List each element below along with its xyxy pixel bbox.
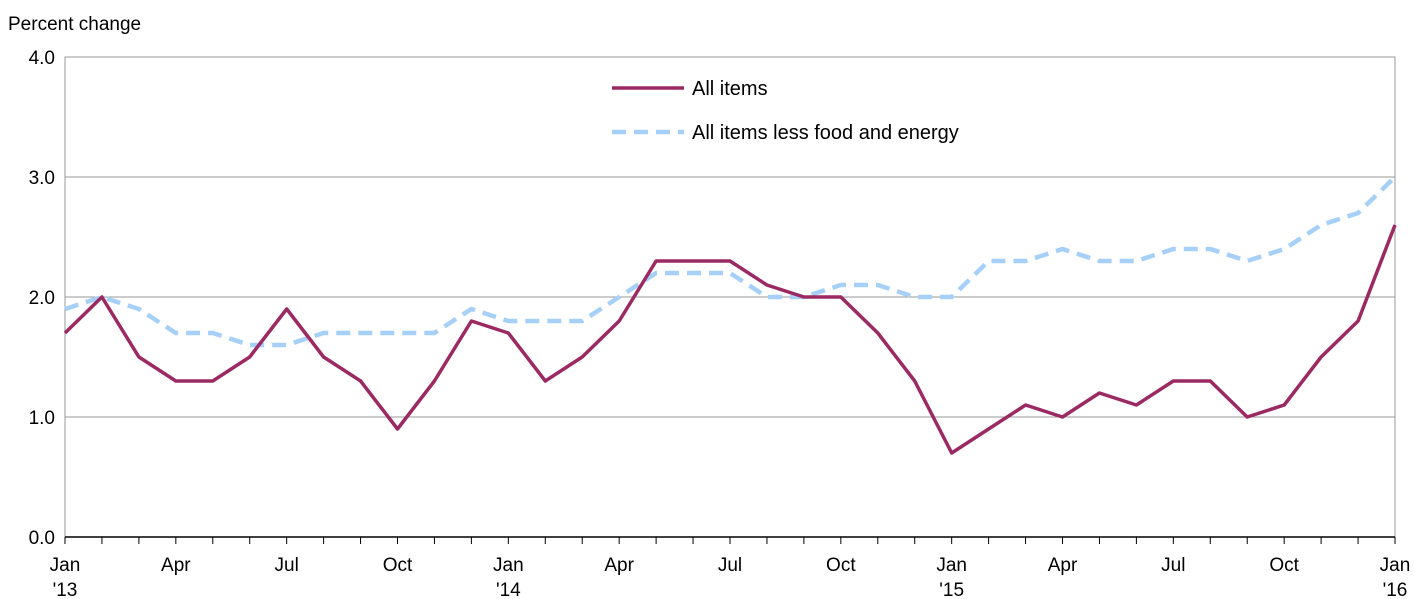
x-tick-label: Jul xyxy=(275,555,299,576)
y-tick-label: 0.0 xyxy=(29,528,55,549)
x-tick-label: Jan xyxy=(936,555,967,576)
x-tick-label: Apr xyxy=(604,555,634,576)
x-tick-label-year: '16 xyxy=(1383,580,1408,599)
x-tick-label: Oct xyxy=(826,555,856,576)
gridlines xyxy=(65,176,1395,418)
y-tick-label: 1.0 xyxy=(29,408,55,429)
legend: All items All items less food and energy xyxy=(612,78,959,144)
axes: 0.0 1.0 2.0 3.0 4.0 Jan '13 Apr Jul Oct Jan '14 Apr J… xyxy=(29,48,1411,599)
series-layer xyxy=(63,175,1397,455)
y-axis-label: Percent change xyxy=(8,14,141,35)
x-tick-label: Jan xyxy=(50,555,81,576)
series-line-core xyxy=(64,175,1397,348)
legend-label: All items xyxy=(692,78,768,100)
x-tick-label-year: '13 xyxy=(53,580,78,599)
x-tick-label-year: '15 xyxy=(939,580,964,599)
x-tick-label-year: '14 xyxy=(496,580,521,599)
x-tick-label: Jul xyxy=(718,555,742,576)
x-tick-label: Jan xyxy=(1380,555,1411,576)
x-tick-label: Apr xyxy=(161,555,191,576)
y-tick-label: 4.0 xyxy=(29,48,55,69)
legend-label: All items less food and energy xyxy=(692,122,959,144)
x-tick-label: Jul xyxy=(1161,555,1185,576)
series-line-all-items xyxy=(63,224,1397,455)
x-tick-label: Apr xyxy=(1048,555,1078,576)
y-tick-label: 3.0 xyxy=(29,168,55,189)
x-tick-label: Oct xyxy=(383,555,413,576)
y-tick-label: 2.0 xyxy=(29,288,55,309)
x-tick-label: Oct xyxy=(1269,555,1299,576)
x-tick-label: Jan xyxy=(493,555,524,576)
